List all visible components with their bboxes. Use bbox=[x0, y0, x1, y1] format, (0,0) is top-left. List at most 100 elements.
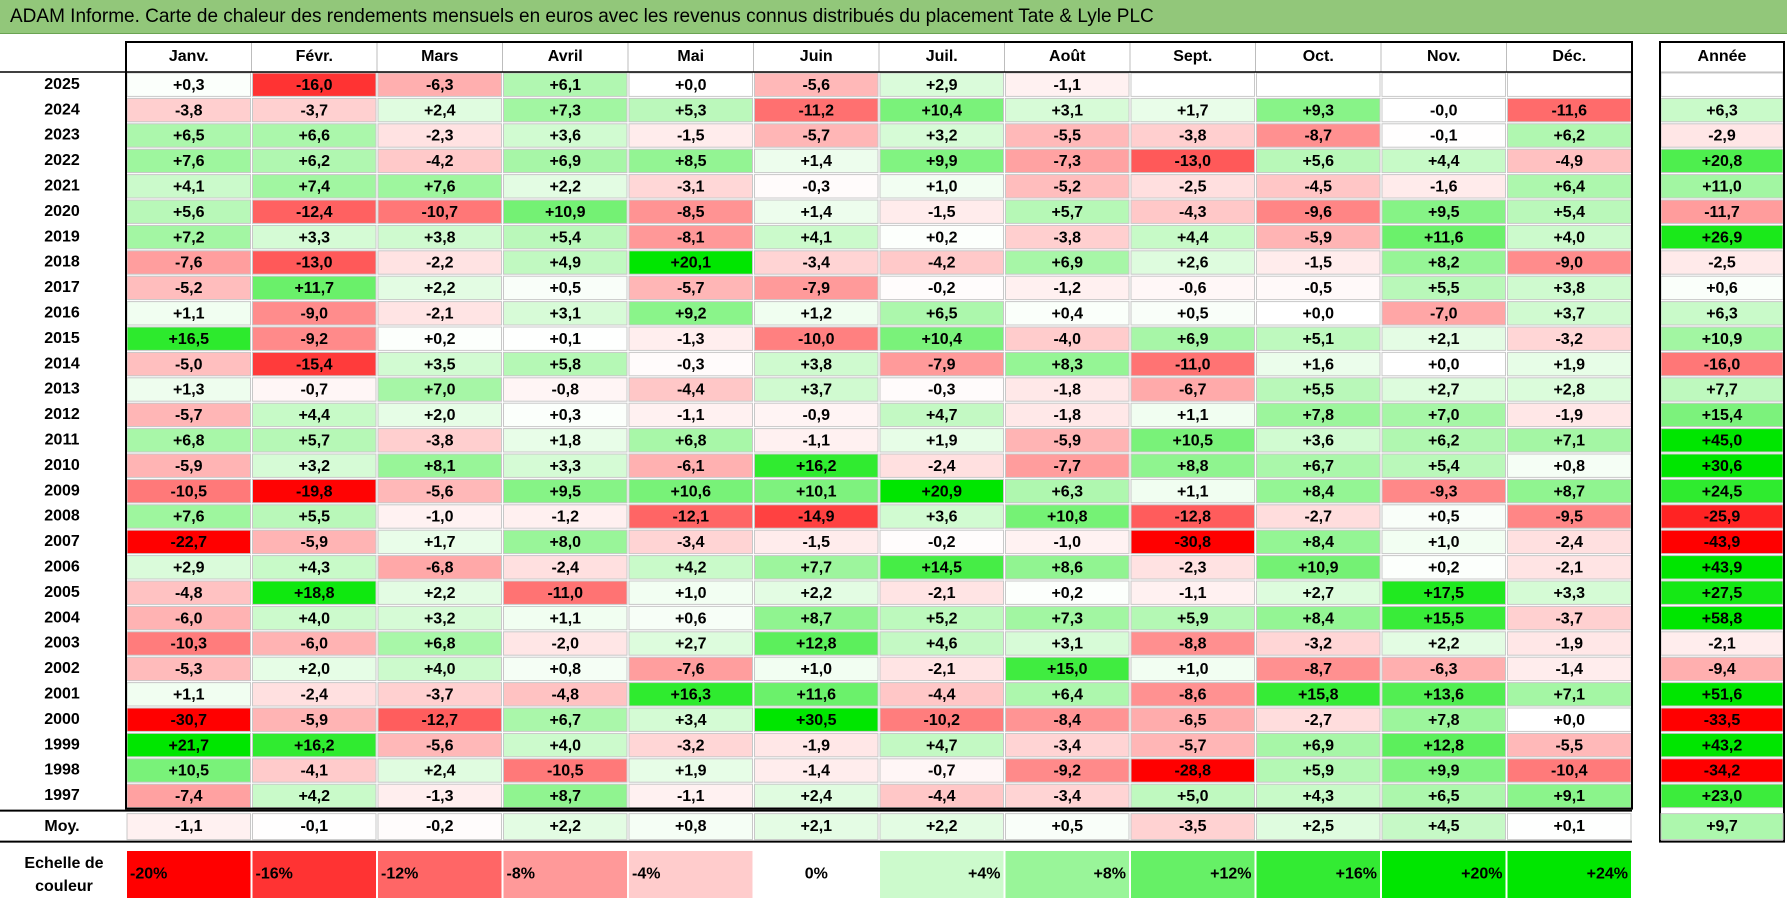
heatmap-cell-value: +3,8 bbox=[1553, 280, 1585, 297]
heatmap-cell-value: +4,0 bbox=[1553, 229, 1585, 246]
year-label: 2008 bbox=[44, 508, 80, 525]
scale-swatch bbox=[252, 851, 376, 898]
heatmap-cell bbox=[879, 97, 1004, 123]
average-cell-value: +0,1 bbox=[1553, 818, 1585, 835]
heatmap-cell bbox=[754, 707, 879, 732]
heatmap-cell-value: +7,4 bbox=[298, 179, 330, 196]
heatmap-cell bbox=[1005, 504, 1130, 529]
year-label: 2012 bbox=[44, 406, 80, 423]
year-label: 2021 bbox=[44, 178, 80, 195]
heatmap-cell-value: +10,4 bbox=[922, 102, 963, 119]
annual-column-frame bbox=[1659, 41, 1785, 843]
heatmap-cell-value: +11,6 bbox=[1424, 229, 1464, 246]
year-label: 2019 bbox=[44, 228, 80, 245]
average-cell bbox=[628, 813, 753, 841]
heatmap-cell-value: +5,4 bbox=[549, 229, 581, 246]
heatmap-cell bbox=[754, 529, 879, 555]
heatmap-cell bbox=[1381, 275, 1506, 301]
heatmap-cell bbox=[754, 224, 879, 250]
heatmap-cell bbox=[377, 97, 502, 123]
heatmap-cell-value: -5,2 bbox=[175, 280, 203, 297]
scale-swatch bbox=[127, 851, 251, 898]
heatmap-cell bbox=[503, 682, 628, 707]
heatmap-cell-value: -10,3 bbox=[171, 636, 208, 653]
year-label: 2001 bbox=[44, 686, 80, 703]
heatmap-cell-value: -2,4 bbox=[300, 687, 328, 704]
heatmap-cell bbox=[628, 605, 753, 631]
annual-header-label: Année bbox=[1698, 48, 1747, 65]
heatmap-cell bbox=[754, 199, 879, 224]
heatmap-cell-value: -1,1 bbox=[1053, 77, 1081, 94]
heatmap-cell-value: -2,5 bbox=[1179, 179, 1207, 196]
year-label: 2013 bbox=[44, 381, 80, 398]
heatmap-cell-value: +7,3 bbox=[1051, 610, 1083, 627]
heatmap-cell-value: -5,5 bbox=[1555, 737, 1583, 754]
heatmap-cell-value: -5,9 bbox=[1304, 229, 1332, 246]
heatmap-cell bbox=[879, 453, 1004, 478]
heatmap-cell-value: -6,3 bbox=[1430, 661, 1458, 678]
heatmap-cell-value: +5,2 bbox=[926, 610, 958, 627]
heatmap-cell bbox=[503, 174, 628, 199]
heatmap-cell-value: +2,7 bbox=[1428, 382, 1460, 399]
heatmap-cell bbox=[1256, 580, 1381, 605]
heatmap-cell-value: +4,2 bbox=[298, 788, 330, 805]
heatmap-cell-value: -30,7 bbox=[171, 712, 208, 729]
heatmap-cell-value: +1,9 bbox=[1553, 356, 1585, 373]
heatmap-cell-value: -12,8 bbox=[1175, 509, 1212, 526]
heatmap-cell bbox=[377, 301, 502, 326]
heatmap-cell bbox=[879, 529, 1004, 555]
annual-cell-value: +43,9 bbox=[1702, 560, 1743, 577]
scale-swatch-label: +20% bbox=[1461, 866, 1502, 883]
heatmap-cell bbox=[1005, 199, 1130, 224]
heatmap-cell-value: +1,0 bbox=[926, 179, 958, 196]
heatmap-cell-value: +4,1 bbox=[800, 229, 832, 246]
heatmap-cell-value: -3,4 bbox=[1053, 788, 1081, 805]
heatmap-cell bbox=[377, 148, 502, 174]
heatmap-cell bbox=[252, 72, 377, 97]
annual-cell-value: +0,6 bbox=[1706, 280, 1738, 297]
heatmap-cell bbox=[1256, 656, 1381, 682]
year-label: 2005 bbox=[44, 584, 80, 601]
annual-cell-value: -2,9 bbox=[1708, 128, 1736, 145]
heatmap-cell-value: +0,2 bbox=[926, 229, 958, 246]
heatmap-cell-value: -1,9 bbox=[1555, 636, 1583, 653]
heatmap-cell-value: -4,8 bbox=[551, 687, 579, 704]
heatmap-cell bbox=[1130, 758, 1255, 783]
heatmap-cell bbox=[1005, 123, 1130, 148]
heatmap-cell-value: +4,7 bbox=[926, 407, 958, 424]
heatmap-cell bbox=[1256, 174, 1381, 199]
annual-cell-value: +11,0 bbox=[1702, 179, 1742, 196]
heatmap-cell bbox=[628, 555, 753, 580]
heatmap-cell-value: -1,5 bbox=[928, 204, 956, 221]
heatmap-cell-value: -3,2 bbox=[677, 737, 705, 754]
heatmap-cell-value: +7,8 bbox=[1428, 712, 1460, 729]
heatmap-cell-value: -8,6 bbox=[1179, 687, 1207, 704]
heatmap-cell bbox=[1381, 97, 1506, 123]
heatmap-cell-value: -8,8 bbox=[1179, 636, 1207, 653]
heatmap-cell bbox=[252, 377, 377, 402]
heatmap-cell-value: +3,3 bbox=[1553, 585, 1585, 602]
heatmap-cell bbox=[1005, 605, 1130, 631]
average-cell bbox=[503, 813, 628, 841]
heatmap-cell bbox=[628, 580, 753, 605]
heatmap-cell bbox=[1130, 174, 1255, 199]
heatmap-cell bbox=[1381, 529, 1506, 555]
scale-swatch bbox=[1256, 851, 1380, 898]
year-label: 2011 bbox=[45, 432, 80, 449]
heatmap-cell-value: -7,6 bbox=[175, 255, 203, 272]
heatmap-cell-value: +4,0 bbox=[549, 737, 581, 754]
heatmap-cell bbox=[503, 580, 628, 605]
heatmap-cell-value: +4,9 bbox=[549, 255, 581, 272]
heatmap-cell-value: +4,7 bbox=[926, 737, 958, 754]
heatmap-cell-value: -1,1 bbox=[677, 788, 705, 805]
heatmap-cell-value: -10,7 bbox=[422, 204, 459, 221]
heatmap-cell bbox=[1256, 199, 1381, 224]
heatmap-cell bbox=[252, 123, 377, 148]
heatmap-cell-value: -2,1 bbox=[928, 661, 956, 678]
heatmap-cell-value: +0,0 bbox=[1302, 306, 1334, 323]
heatmap-cell bbox=[252, 199, 377, 224]
heatmap-cell bbox=[1256, 326, 1381, 351]
heatmap-cell-value: +30,5 bbox=[796, 712, 837, 729]
annual-cell-value: -25,9 bbox=[1704, 509, 1741, 526]
